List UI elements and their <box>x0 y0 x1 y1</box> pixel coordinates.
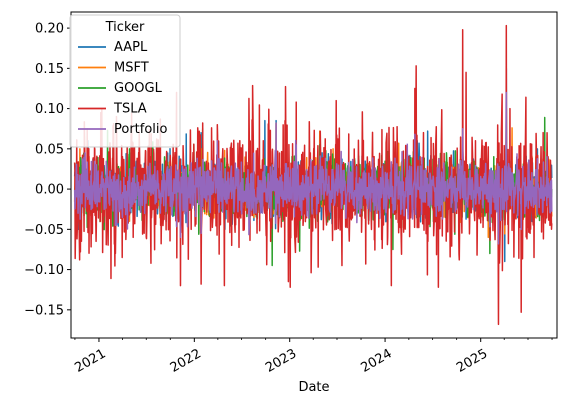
y-tick-label: −0.05 <box>24 223 64 238</box>
x-tick-label: 2024 <box>358 346 394 376</box>
y-tick-label: 0.20 <box>35 22 64 37</box>
y-axis: 0.20 0.15 0.10 0.05 0.00 −0.05 −0.10 −0.15 <box>24 22 71 318</box>
x-axis: 2021 2022 2023 2024 2025 <box>72 338 553 376</box>
legend: Ticker AAPL MSFT GOOGL TSLA Portfolio <box>69 14 181 148</box>
legend-label-portfolio: Portfolio <box>114 122 168 137</box>
y-tick-label: −0.10 <box>24 263 64 278</box>
plot-frame <box>70 11 558 339</box>
legend-label-tsla: TSLA <box>113 102 147 117</box>
y-tick-label: 0.15 <box>35 62 64 77</box>
legend-title: Ticker <box>105 20 145 35</box>
y-tick-label: 0.05 <box>35 142 64 157</box>
y-tick-label: −0.15 <box>24 303 64 318</box>
x-axis-label: Date <box>298 380 329 395</box>
x-tick-label: 2021 <box>72 346 108 376</box>
legend-label-aapl: AAPL <box>114 40 148 55</box>
legend-label-googl: GOOGL <box>114 81 163 96</box>
legend-box <box>69 14 181 148</box>
series-layer <box>73 24 553 326</box>
x-tick-label: 2022 <box>168 346 204 376</box>
x-tick-label: 2023 <box>263 346 299 376</box>
y-tick-label: 0.00 <box>35 183 64 198</box>
legend-label-msft: MSFT <box>114 61 149 76</box>
series-line-portfolio <box>73 91 553 245</box>
y-tick-label: 0.10 <box>35 102 64 117</box>
x-tick-label: 2025 <box>454 346 490 376</box>
